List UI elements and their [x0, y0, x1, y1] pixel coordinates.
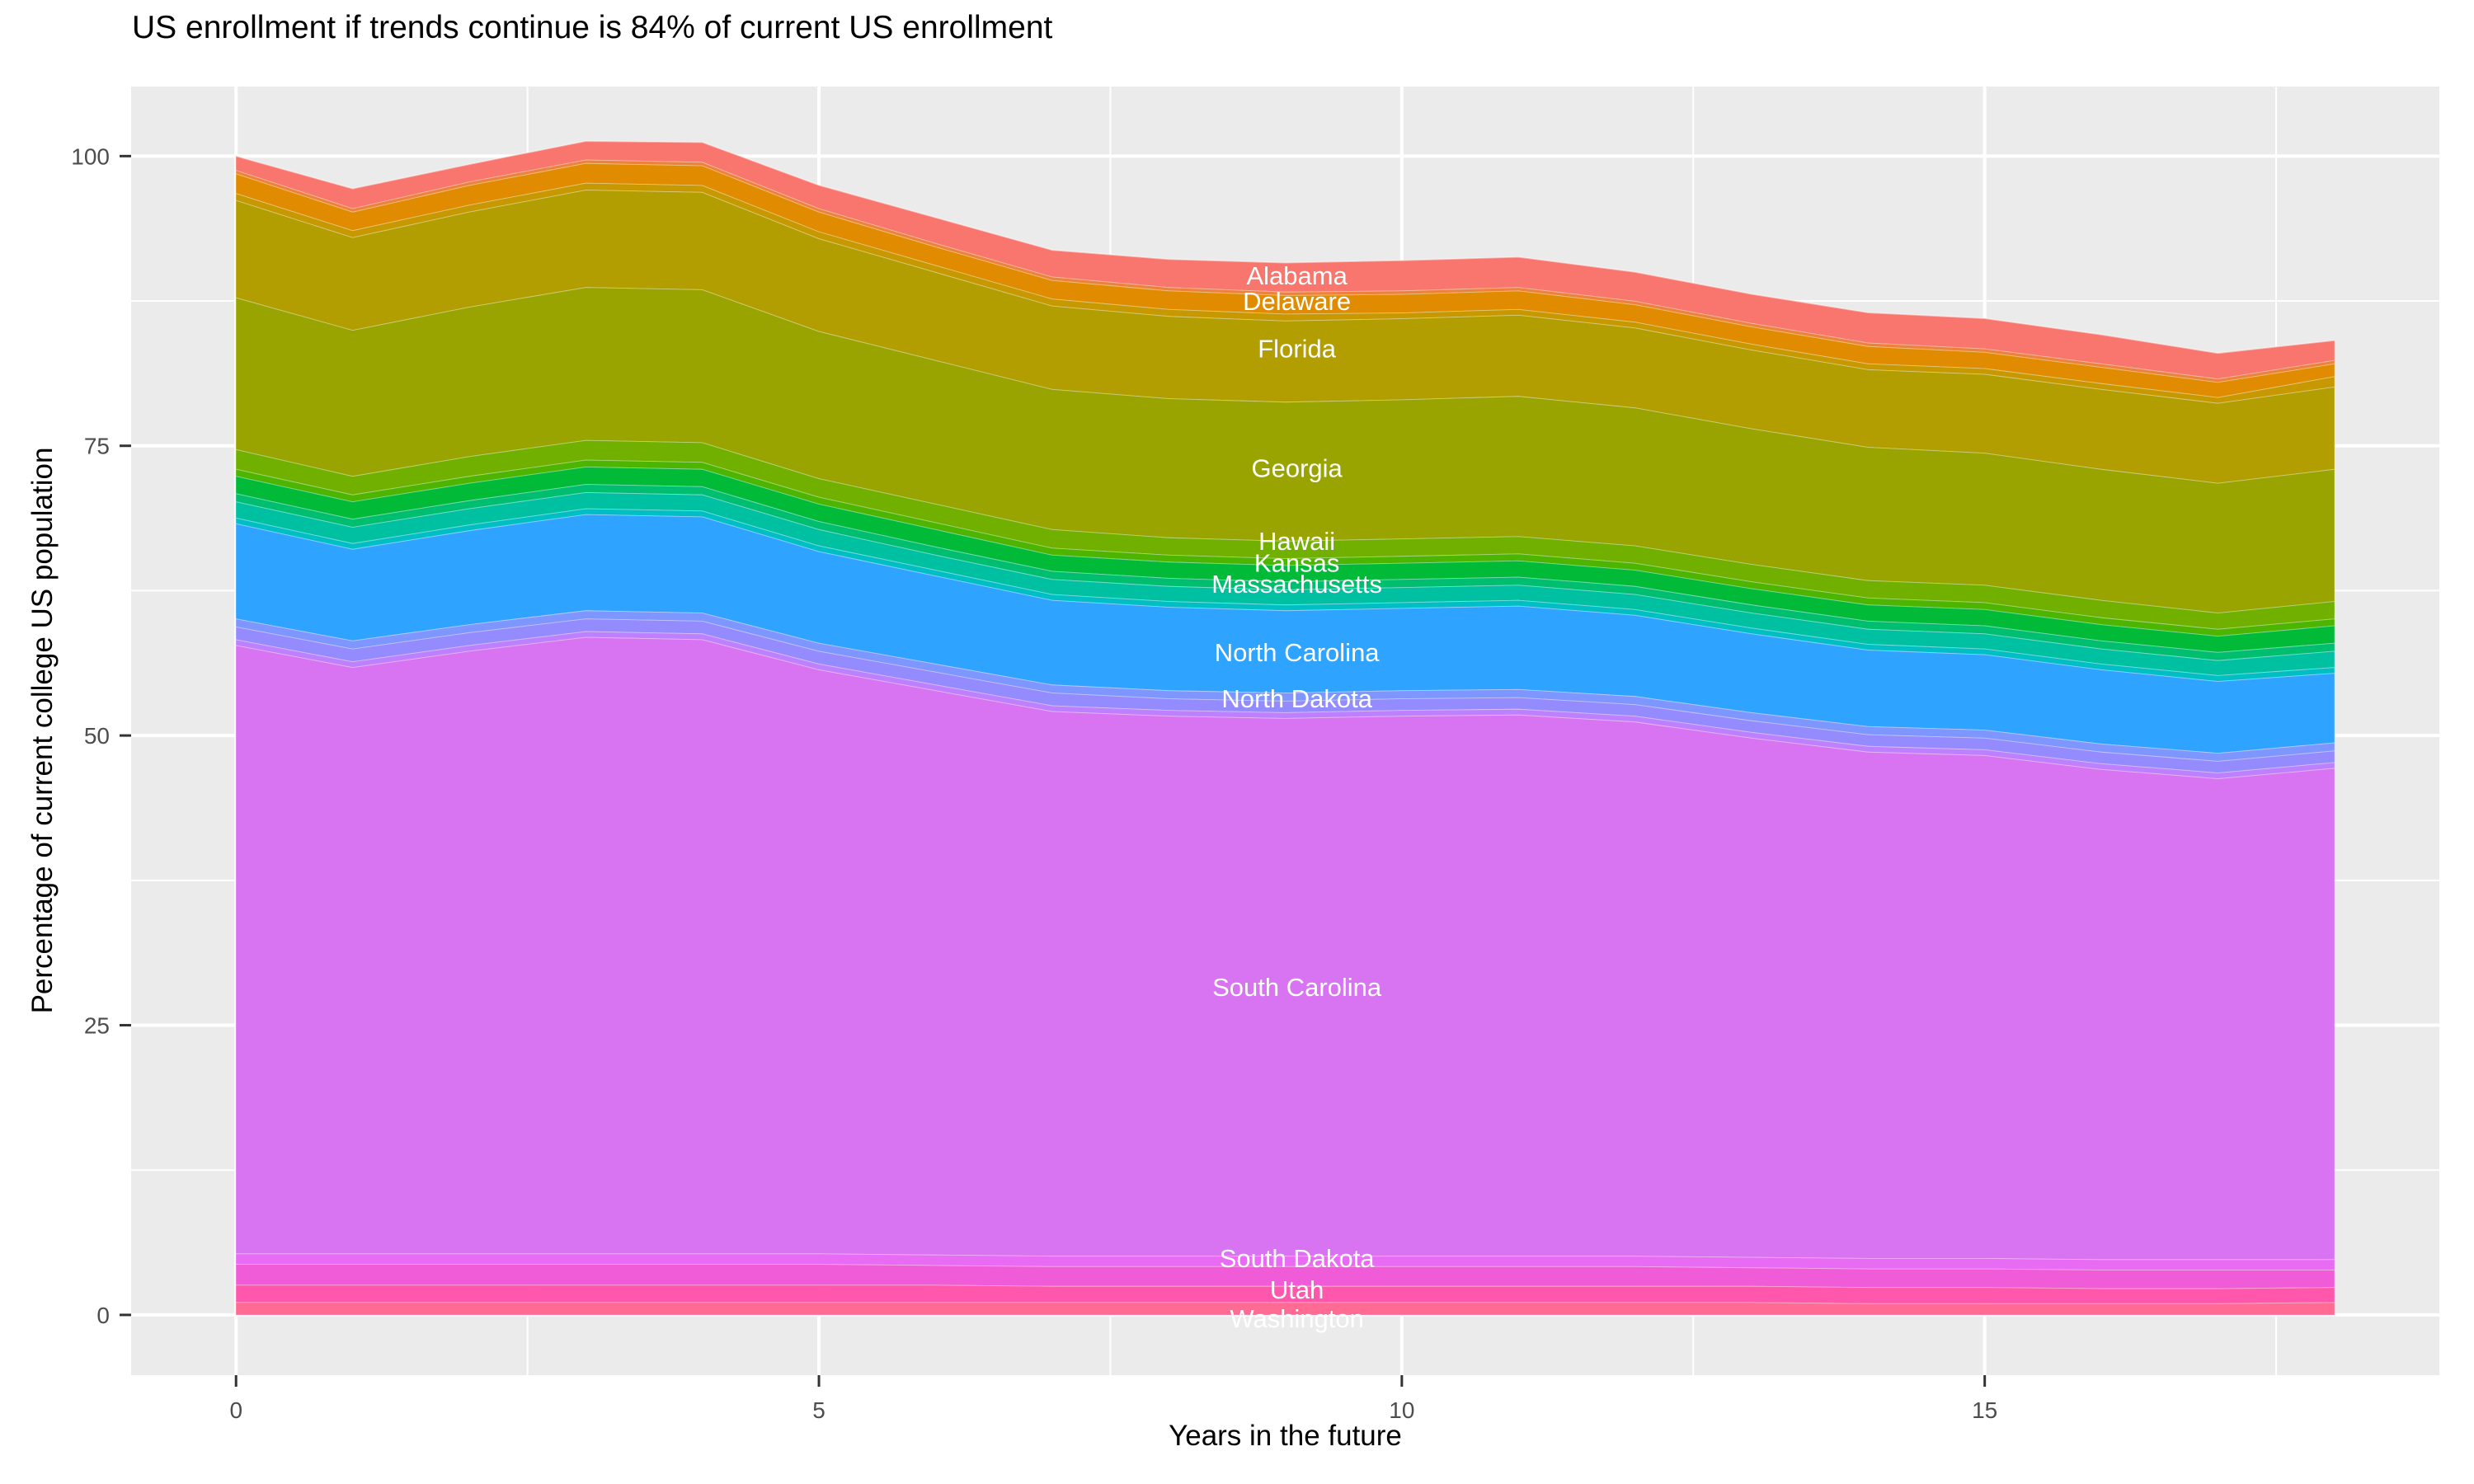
area-label-kansas: Kansas	[1254, 549, 1339, 578]
area-unlabeled-states-emerald	[236, 484, 2335, 660]
area-unlabeled-states-chartreuse	[236, 459, 2335, 636]
area-florida	[236, 190, 2335, 483]
area-north-carolina	[236, 514, 2335, 754]
area-hawaii	[236, 439, 2335, 629]
area-topline-alabama	[235, 140, 2335, 355]
area-north-dakota	[236, 618, 2335, 773]
area-label-alabama: Alabama	[1246, 261, 1348, 290]
x-axis-title: Years in the future	[1169, 1420, 1402, 1452]
area-label-hawaii: Hawaii	[1258, 527, 1335, 556]
area-label-georgia: Georgia	[1251, 453, 1343, 482]
area-georgia	[236, 287, 2335, 613]
x-tick-label: 15	[1972, 1397, 1997, 1423]
area-label-south-dakota: South Dakota	[1220, 1244, 1376, 1273]
x-tick-label: 10	[1389, 1397, 1414, 1423]
area-kansas	[236, 467, 2335, 652]
area-south-dakota	[236, 1253, 2335, 1270]
x-tick-label: 0	[229, 1397, 242, 1423]
area-south-carolina	[236, 636, 2335, 1260]
area-delaware	[236, 162, 2335, 397]
y-tick-label: 50	[84, 723, 110, 749]
area-unlabeled-states-violet	[236, 631, 2335, 779]
area-unlabeled-states-cyan	[236, 508, 2335, 682]
plot-title: US enrollment if trends continue is 84% …	[132, 10, 1053, 45]
area-label-washington: Washington	[1230, 1304, 1364, 1333]
area-label-south-carolina: South Carolina	[1212, 973, 1382, 1002]
y-tick-label: 100	[71, 143, 110, 169]
x-tick-label: 5	[812, 1397, 825, 1423]
area-label-florida: Florida	[1258, 335, 1337, 364]
y-axis-title: Percentage of current college US populat…	[26, 447, 59, 1014]
area-label-utah: Utah	[1270, 1275, 1324, 1304]
y-tick-label: 75	[84, 434, 110, 459]
area-unlabeled-states-bottom	[236, 1302, 2335, 1315]
area-label-north-carolina: North Carolina	[1215, 638, 1380, 667]
area-washington	[236, 1284, 2335, 1303]
y-tick-label: 25	[84, 1013, 110, 1039]
area-label-massachusetts: Massachusetts	[1211, 570, 1382, 599]
area-label-north-dakota: North Dakota	[1221, 684, 1372, 713]
area-label-delaware: Delaware	[1243, 287, 1351, 316]
area-unlabeled-states-slate-blue	[236, 610, 2335, 761]
area-utah	[236, 1264, 2335, 1289]
y-tick-label: 0	[96, 1303, 110, 1328]
area-alabama	[236, 141, 2335, 379]
area-massachusetts	[236, 492, 2335, 675]
